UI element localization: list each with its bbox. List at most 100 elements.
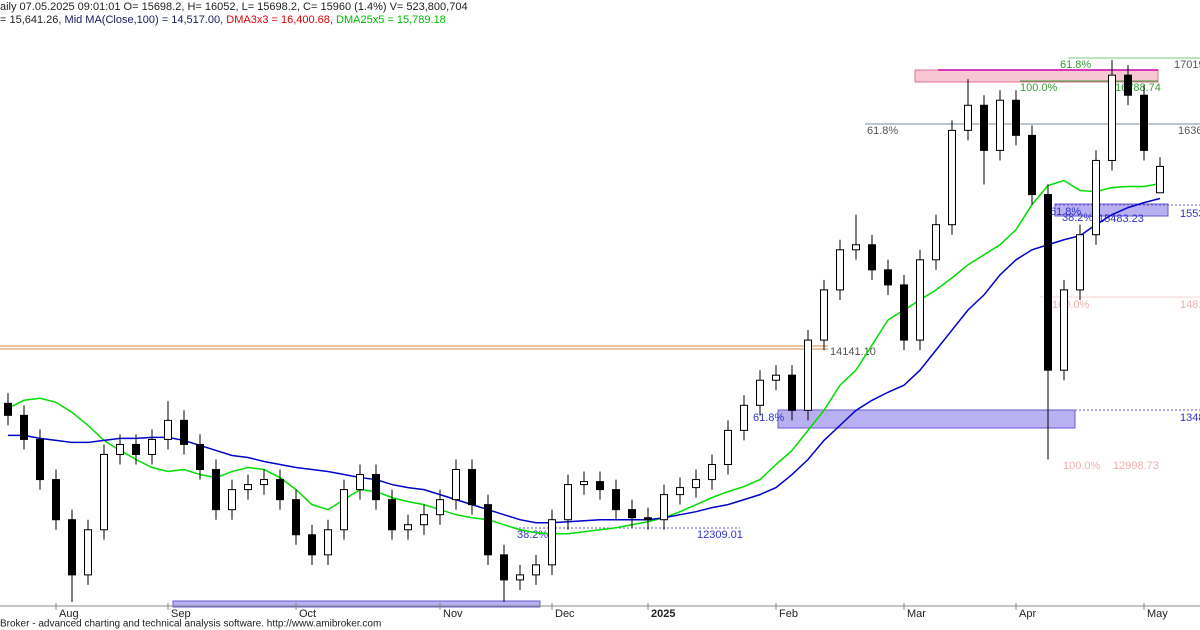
candle-body xyxy=(772,374,780,381)
header-item: = 15,641.26, xyxy=(0,14,65,26)
annotation: 16788.74 xyxy=(1115,82,1161,94)
annotation: 100.0% xyxy=(1063,460,1101,472)
x-tick-label: Oct xyxy=(299,608,316,620)
candle-body xyxy=(916,259,924,341)
candle-body xyxy=(564,484,572,521)
candle-body xyxy=(196,443,204,471)
annotation: 61.8% xyxy=(753,412,784,424)
header-item: DMA25x5 = 15,789.18 xyxy=(336,14,446,26)
annotation: 12309.01 xyxy=(697,529,743,541)
footer: Broker - advanced charting and technical… xyxy=(0,619,381,630)
annotation: 1553 xyxy=(1180,208,1200,220)
candle-body xyxy=(980,104,988,151)
candle-body xyxy=(500,554,508,581)
candle-body xyxy=(164,419,172,440)
candle-body xyxy=(132,443,140,455)
candle-body xyxy=(628,509,636,519)
candle-body xyxy=(228,489,236,511)
candle-body xyxy=(1092,159,1100,236)
candle-body xyxy=(548,519,556,566)
fib-zone xyxy=(172,600,541,608)
candle-body xyxy=(148,438,156,455)
fib-zone xyxy=(1054,203,1169,217)
candle-body xyxy=(644,517,652,521)
candle-body xyxy=(468,469,476,506)
candle-body xyxy=(372,474,380,501)
candle-body xyxy=(276,479,284,501)
header-item: Mid MA(Close,100) = 14,517.00, xyxy=(65,14,227,26)
candle-body xyxy=(1156,165,1164,194)
candle-body xyxy=(580,481,588,486)
candle-body xyxy=(292,499,300,536)
x-tick-label: May xyxy=(1147,608,1168,620)
candle-body xyxy=(708,464,716,481)
candle-body xyxy=(68,519,76,576)
candle-body xyxy=(180,419,188,445)
candle-body xyxy=(996,99,1004,151)
candle-body xyxy=(692,479,700,489)
header-item: DMA3x3 = 16,400.68, xyxy=(226,14,336,26)
x-tick-label: Mar xyxy=(907,608,926,620)
candle-body xyxy=(116,443,124,455)
candle-body xyxy=(1140,94,1148,151)
annotation: 100.0% xyxy=(1052,299,1090,311)
candle-body xyxy=(52,479,60,521)
candle-body xyxy=(948,129,956,226)
candle-body xyxy=(324,529,332,556)
candle-body xyxy=(308,534,316,556)
x-tick-label: 2025 xyxy=(651,608,675,620)
candle-body xyxy=(1044,194,1052,371)
candle-body xyxy=(788,374,796,411)
candle-body xyxy=(1028,134,1036,196)
candle-body xyxy=(532,564,540,576)
candle-body xyxy=(596,481,604,491)
annotation: 17019 xyxy=(1174,59,1200,71)
x-tick-label: Nov xyxy=(443,608,463,620)
candle-body xyxy=(420,514,428,526)
candle-body xyxy=(436,499,444,516)
candle-body xyxy=(20,414,28,440)
candle-body xyxy=(260,479,268,486)
candle-body xyxy=(340,489,348,531)
x-tick-label: Feb xyxy=(779,608,798,620)
annotation: 12998.73 xyxy=(1113,460,1159,472)
x-tick-label: Aug xyxy=(59,608,79,620)
candle-body xyxy=(852,244,860,251)
candle-body xyxy=(1076,234,1084,291)
candle-body xyxy=(1108,74,1116,161)
candle-body xyxy=(516,574,524,581)
annotation: 61.8% xyxy=(867,125,898,137)
candle-body xyxy=(660,494,668,521)
x-tick-label: Dec xyxy=(555,608,575,620)
candle-body xyxy=(612,489,620,511)
candle-body xyxy=(820,289,828,341)
x-tick-label: Sep xyxy=(171,608,191,620)
x-tick-label: Apr xyxy=(1019,608,1036,620)
annotation-layer: 61.8% 17019 100.0% 16788.74 61.8% 1636 6… xyxy=(0,57,1200,608)
candle-body xyxy=(100,453,108,531)
candle-body xyxy=(884,269,892,286)
candle-body xyxy=(724,429,732,466)
candle-body xyxy=(964,104,972,131)
annotation: 14141.10 xyxy=(830,346,876,358)
candle-body xyxy=(452,469,460,501)
candle-body xyxy=(484,504,492,556)
candle-body xyxy=(244,484,252,491)
candle-body xyxy=(900,284,908,341)
annotation: 38.2% xyxy=(517,529,548,541)
annotation: 61.8% xyxy=(1050,206,1081,218)
candle-body xyxy=(356,474,364,491)
candle-body xyxy=(676,487,684,496)
candle-body xyxy=(740,404,748,431)
candle-body xyxy=(868,244,876,271)
candle-body xyxy=(932,224,940,261)
candle-body xyxy=(1124,74,1132,96)
fib-zone xyxy=(914,69,1159,83)
candle-body xyxy=(388,499,396,531)
candle-body xyxy=(36,438,44,481)
header-line: = 15,641.26, Mid MA(Close,100) = 14,517.… xyxy=(0,14,446,26)
candle-body xyxy=(1012,99,1020,136)
candle-body xyxy=(212,469,220,511)
annotation: 100.0% xyxy=(1020,82,1058,94)
